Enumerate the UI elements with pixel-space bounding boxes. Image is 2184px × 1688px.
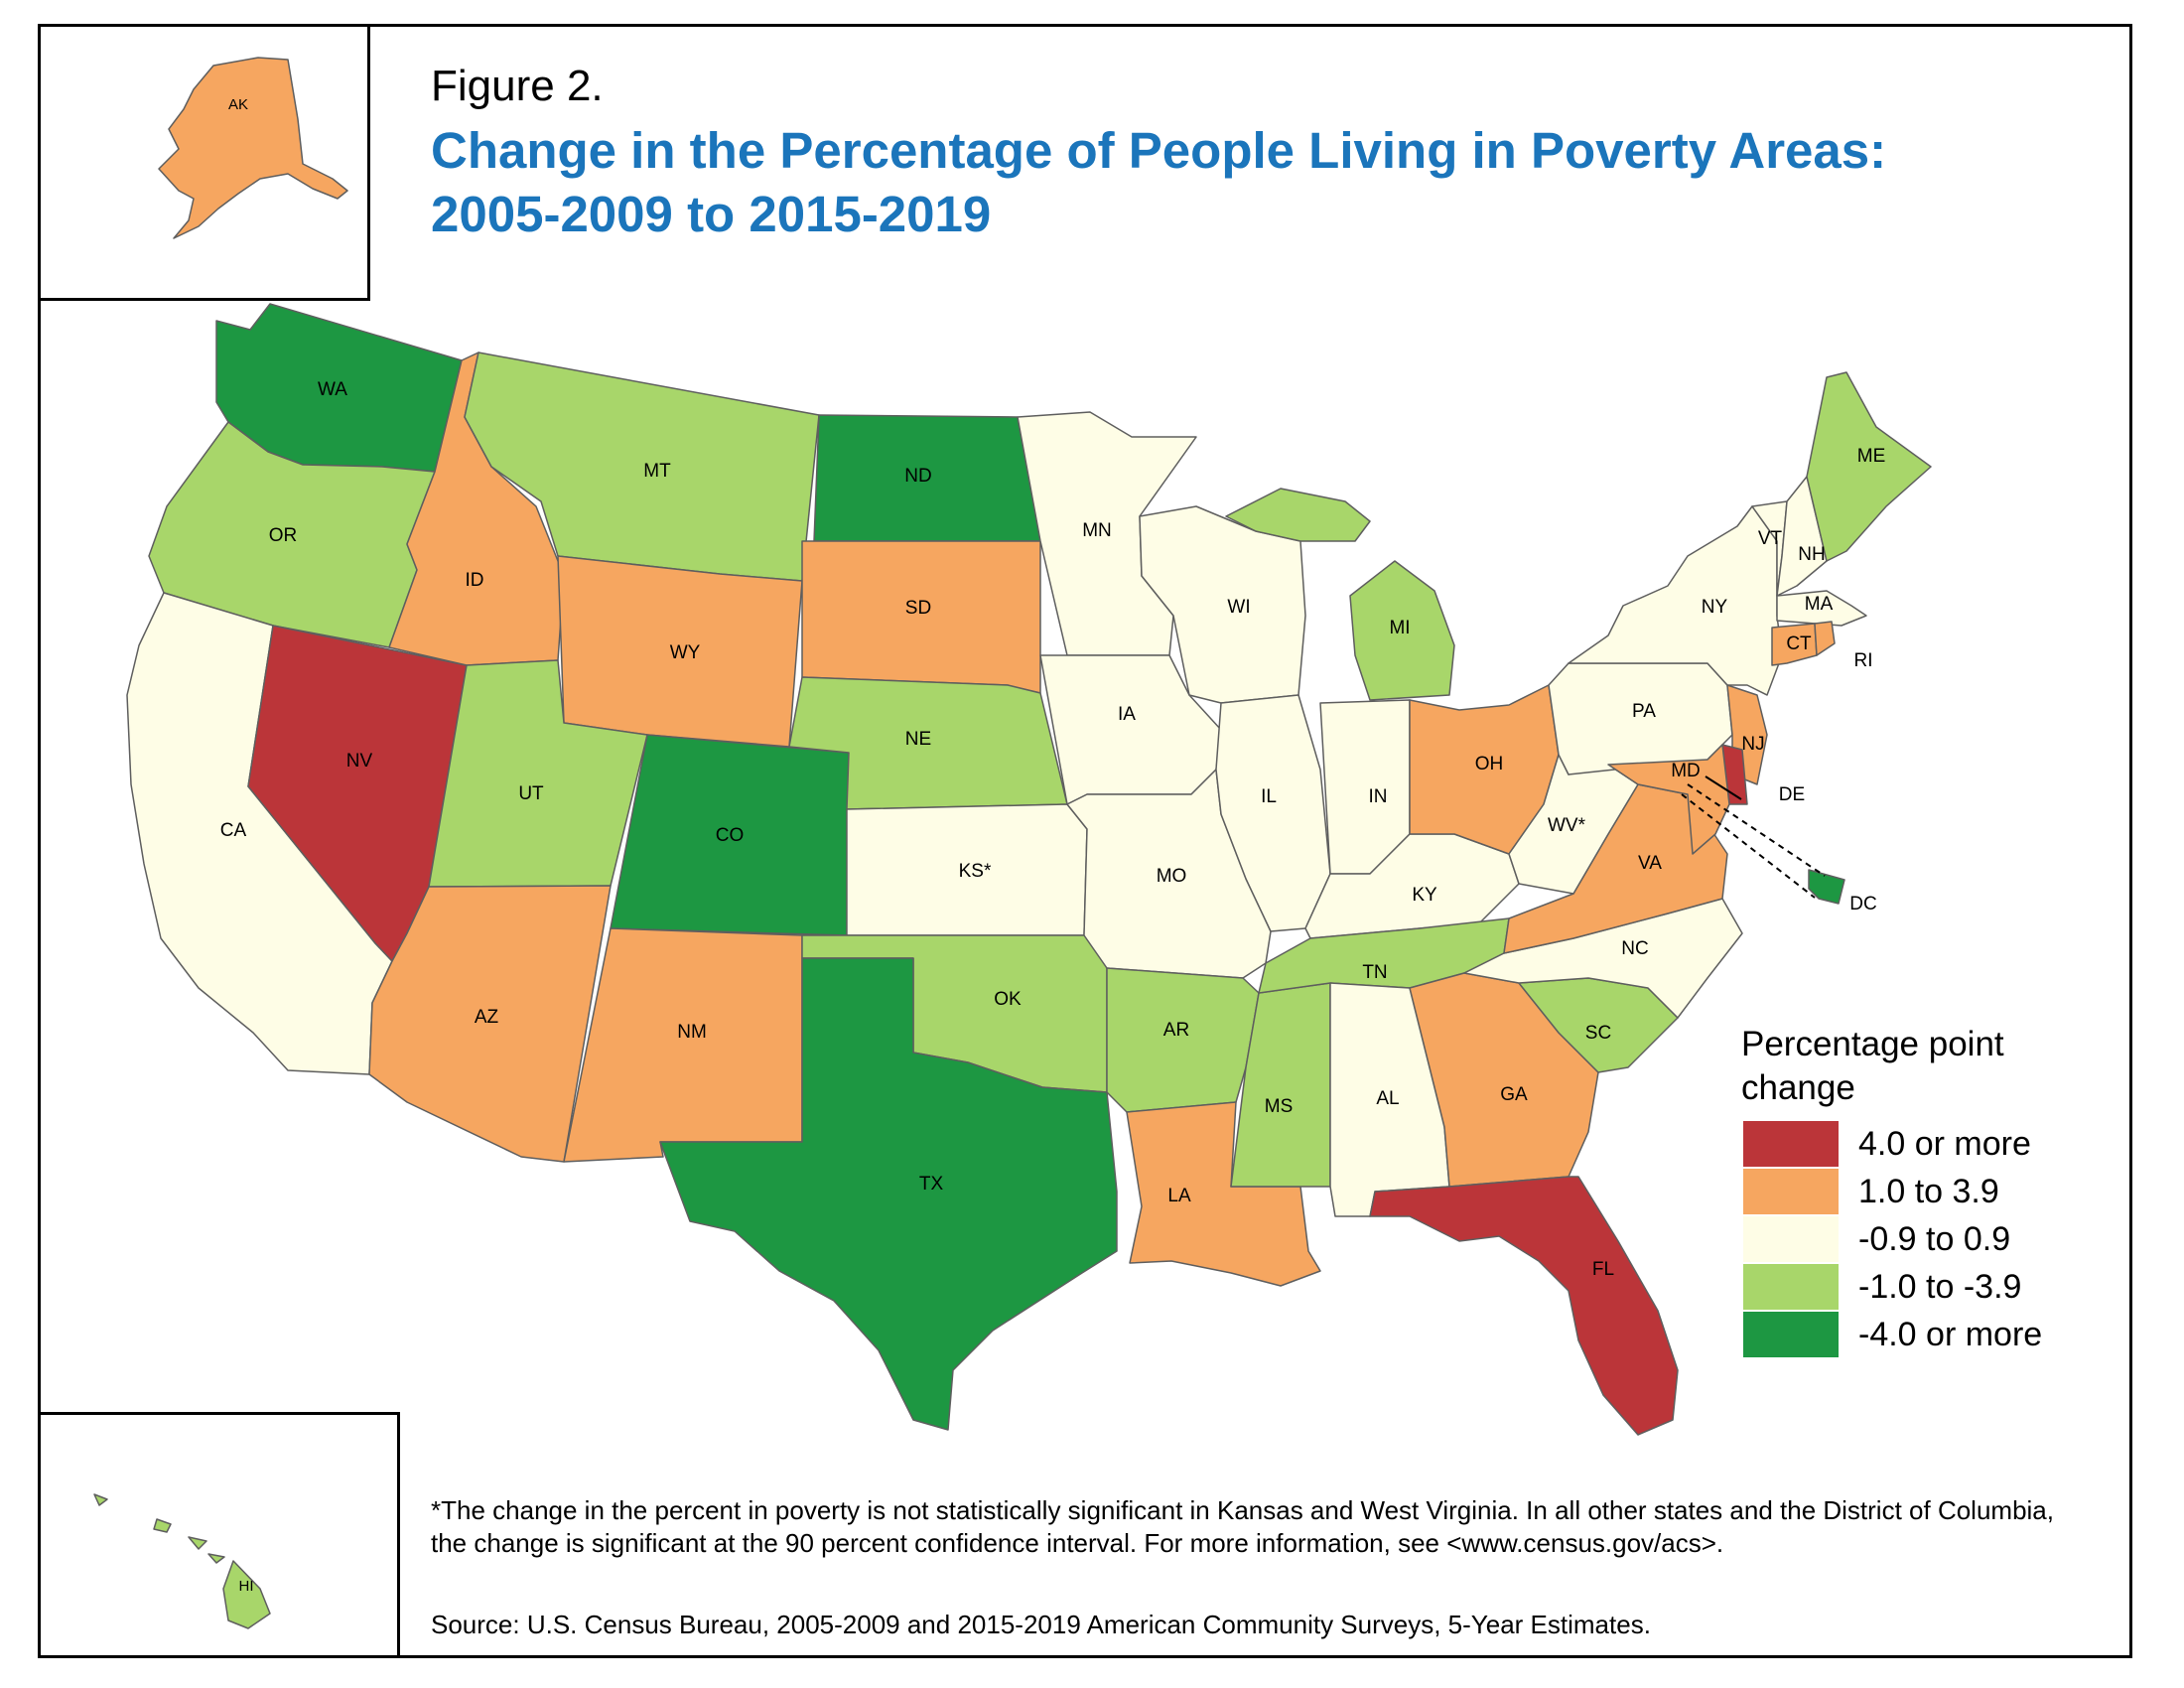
state-label-ca: CA bbox=[220, 820, 247, 841]
state-label-ga: GA bbox=[1500, 1084, 1528, 1105]
legend-label: 1.0 to 3.9 bbox=[1858, 1173, 1999, 1210]
state-label-ct: CT bbox=[1786, 633, 1812, 654]
state-label-oh: OH bbox=[1475, 754, 1504, 774]
state-label-ny: NY bbox=[1702, 597, 1728, 618]
state-label-nh: NH bbox=[1798, 544, 1825, 565]
state-label-or: OR bbox=[269, 525, 298, 546]
state-me bbox=[1806, 371, 1932, 562]
state-mi bbox=[1225, 488, 1455, 701]
state-ma bbox=[1776, 590, 1867, 627]
state-md bbox=[1607, 744, 1730, 855]
state-label-wv: WV* bbox=[1548, 815, 1586, 836]
legend-title: Percentage point change bbox=[1741, 1025, 2004, 1107]
legend-swatch bbox=[1743, 1169, 1839, 1214]
state-shapes bbox=[93, 57, 1932, 1629]
state-label-in: IN bbox=[1369, 786, 1388, 807]
state-label-sc: SC bbox=[1585, 1023, 1611, 1044]
state-label-va: VA bbox=[1638, 853, 1662, 874]
figure-frame bbox=[38, 24, 2132, 1658]
state-label-ia: IA bbox=[1118, 704, 1136, 725]
legend-label: -1.0 to -3.9 bbox=[1858, 1268, 2022, 1306]
state-label-ri: RI bbox=[1854, 650, 1873, 671]
state-label-mn: MN bbox=[1082, 520, 1112, 541]
figure-label: Figure 2. bbox=[431, 62, 604, 110]
state-label-nm: NM bbox=[677, 1022, 707, 1043]
state-label-mo: MO bbox=[1157, 866, 1187, 887]
state-labels: WA OR CA NV ID MT WY UT AZ CO NM ND SD NE KS* OK TX MN IA M… bbox=[220, 96, 1885, 1595]
de-leader-line bbox=[1705, 775, 1742, 800]
hawaii-inset-frame bbox=[38, 1412, 400, 1658]
state-label-nc: NC bbox=[1621, 938, 1648, 959]
dc-callout bbox=[1681, 775, 1826, 899]
state-dc bbox=[1808, 869, 1845, 905]
state-label-wa: WA bbox=[318, 379, 347, 400]
state-label-wy: WY bbox=[670, 642, 701, 663]
state-label-ms: MS bbox=[1265, 1096, 1294, 1117]
state-label-il: IL bbox=[1261, 786, 1277, 807]
state-label-pa: PA bbox=[1632, 701, 1656, 722]
state-la bbox=[1126, 1101, 1321, 1287]
state-nm bbox=[563, 927, 803, 1163]
state-label-wi: WI bbox=[1227, 597, 1250, 618]
state-label-az: AZ bbox=[475, 1007, 499, 1028]
state-label-ky: KY bbox=[1412, 885, 1437, 906]
legend-swatch bbox=[1743, 1216, 1839, 1262]
state-fl bbox=[1369, 1176, 1679, 1436]
state-label-al: AL bbox=[1376, 1088, 1399, 1109]
state-label-mi: MI bbox=[1389, 618, 1410, 638]
state-ri bbox=[1814, 621, 1836, 656]
legend-label: -0.9 to 0.9 bbox=[1858, 1220, 2011, 1258]
state-label-ak: AK bbox=[228, 96, 248, 113]
state-label-ut: UT bbox=[518, 783, 544, 804]
state-ar bbox=[1106, 967, 1260, 1113]
state-label-nv: NV bbox=[346, 751, 373, 772]
state-label-co: CO bbox=[716, 825, 745, 846]
state-label-la: LA bbox=[1167, 1186, 1191, 1206]
legend-swatch bbox=[1743, 1121, 1839, 1167]
state-label-de: DE bbox=[1779, 784, 1805, 805]
state-label-me: ME bbox=[1857, 446, 1886, 467]
state-label-mt: MT bbox=[643, 461, 671, 482]
state-label-sd: SD bbox=[905, 598, 931, 619]
state-label-md: MD bbox=[1671, 761, 1701, 781]
dc-leader-line-top bbox=[1687, 783, 1826, 877]
map-title: Change in the Percentage of People Livin… bbox=[431, 122, 1887, 242]
state-label-id: ID bbox=[466, 570, 484, 591]
state-label-tn: TN bbox=[1362, 962, 1387, 983]
legend-swatch bbox=[1743, 1264, 1839, 1310]
legend-label: -4.0 or more bbox=[1858, 1316, 2043, 1353]
state-label-nj: NJ bbox=[1741, 734, 1764, 755]
state-hi bbox=[93, 1493, 271, 1629]
state-il bbox=[1215, 694, 1331, 932]
alaska-inset-frame bbox=[38, 24, 370, 301]
state-label-ne: NE bbox=[905, 729, 931, 750]
state-label-ok: OK bbox=[994, 989, 1022, 1010]
state-label-ar: AR bbox=[1163, 1020, 1189, 1041]
state-label-vt: VT bbox=[1758, 528, 1783, 549]
state-label-hi: HI bbox=[239, 1578, 254, 1595]
legend-label: 4.0 or more bbox=[1858, 1125, 2031, 1163]
state-label-dc: DC bbox=[1849, 894, 1876, 914]
source-note: Source: U.S. Census Bureau, 2005-2009 an… bbox=[431, 1610, 1651, 1639]
state-label-ma: MA bbox=[1805, 594, 1834, 615]
state-label-ks: KS* bbox=[959, 861, 992, 882]
state-ct bbox=[1771, 623, 1818, 666]
state-label-nd: ND bbox=[904, 466, 931, 487]
state-ak bbox=[158, 57, 348, 239]
state-label-fl: FL bbox=[1592, 1259, 1614, 1280]
footnote: *The change in the percent in poverty is… bbox=[431, 1495, 2054, 1558]
state-tx bbox=[659, 957, 1118, 1431]
state-label-tx: TX bbox=[919, 1174, 944, 1195]
state-az bbox=[368, 885, 612, 1163]
legend-swatch bbox=[1743, 1312, 1839, 1357]
